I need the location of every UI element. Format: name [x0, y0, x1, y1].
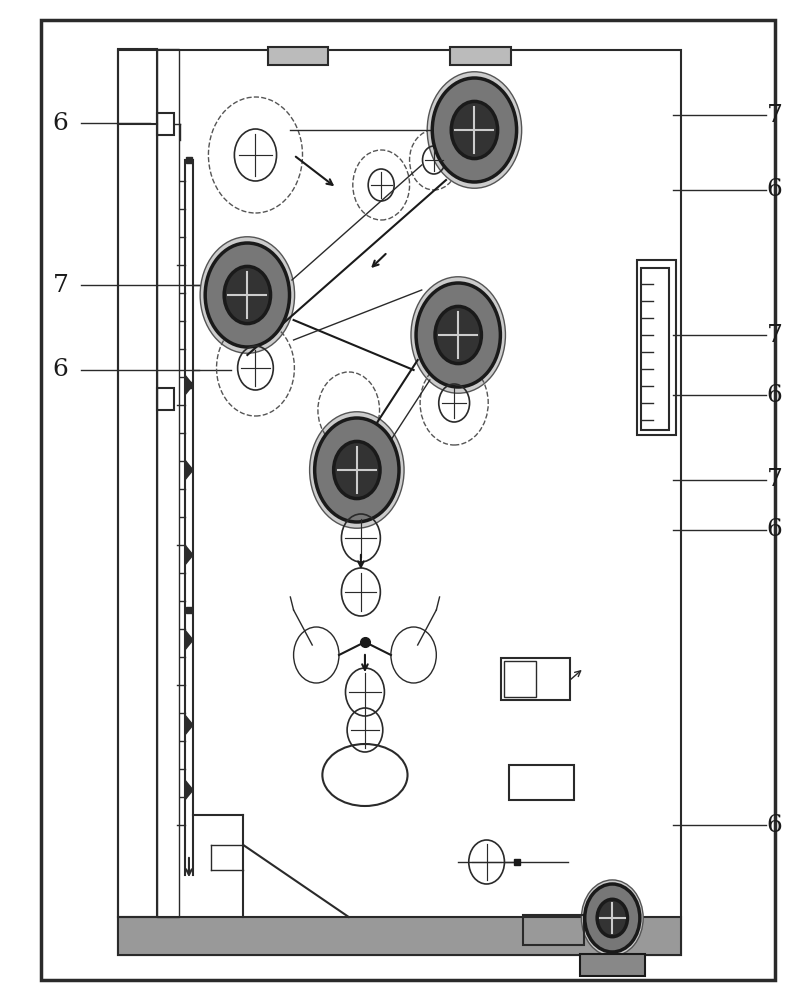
Polygon shape	[185, 460, 193, 480]
Polygon shape	[185, 375, 193, 395]
Bar	[509, 765, 574, 800]
Text: 7: 7	[766, 104, 783, 126]
Text: 6: 6	[766, 518, 783, 542]
Polygon shape	[185, 715, 193, 735]
Text: 6: 6	[766, 383, 783, 406]
Bar	[268, 47, 328, 65]
Text: 7: 7	[766, 468, 783, 491]
Text: 6: 6	[766, 814, 783, 836]
Bar	[580, 954, 645, 976]
Circle shape	[432, 78, 517, 182]
Bar	[118, 917, 681, 955]
Circle shape	[451, 101, 498, 159]
Polygon shape	[185, 545, 193, 565]
Polygon shape	[185, 630, 193, 650]
Text: 6: 6	[53, 359, 69, 381]
Circle shape	[224, 266, 271, 324]
Circle shape	[205, 243, 290, 347]
Circle shape	[427, 72, 521, 188]
Circle shape	[200, 237, 294, 353]
Circle shape	[315, 418, 399, 522]
Text: 7: 7	[53, 273, 69, 296]
Circle shape	[416, 283, 500, 387]
Bar	[157, 388, 174, 410]
Circle shape	[581, 880, 643, 956]
Text: 6: 6	[766, 178, 783, 202]
Bar	[118, 49, 157, 917]
Bar	[450, 47, 511, 65]
Bar	[118, 50, 681, 955]
Bar	[641, 268, 669, 430]
Circle shape	[333, 441, 380, 499]
Bar	[157, 113, 174, 135]
Circle shape	[597, 899, 628, 937]
Bar	[504, 661, 536, 697]
Polygon shape	[185, 780, 193, 800]
Circle shape	[310, 412, 404, 528]
Circle shape	[411, 277, 505, 393]
Circle shape	[585, 884, 640, 952]
Text: 6: 6	[53, 111, 69, 134]
Bar	[157, 49, 179, 917]
Bar	[523, 915, 584, 945]
Bar	[501, 658, 570, 700]
Bar	[637, 260, 676, 435]
Text: 7: 7	[766, 324, 783, 347]
Circle shape	[435, 306, 482, 364]
